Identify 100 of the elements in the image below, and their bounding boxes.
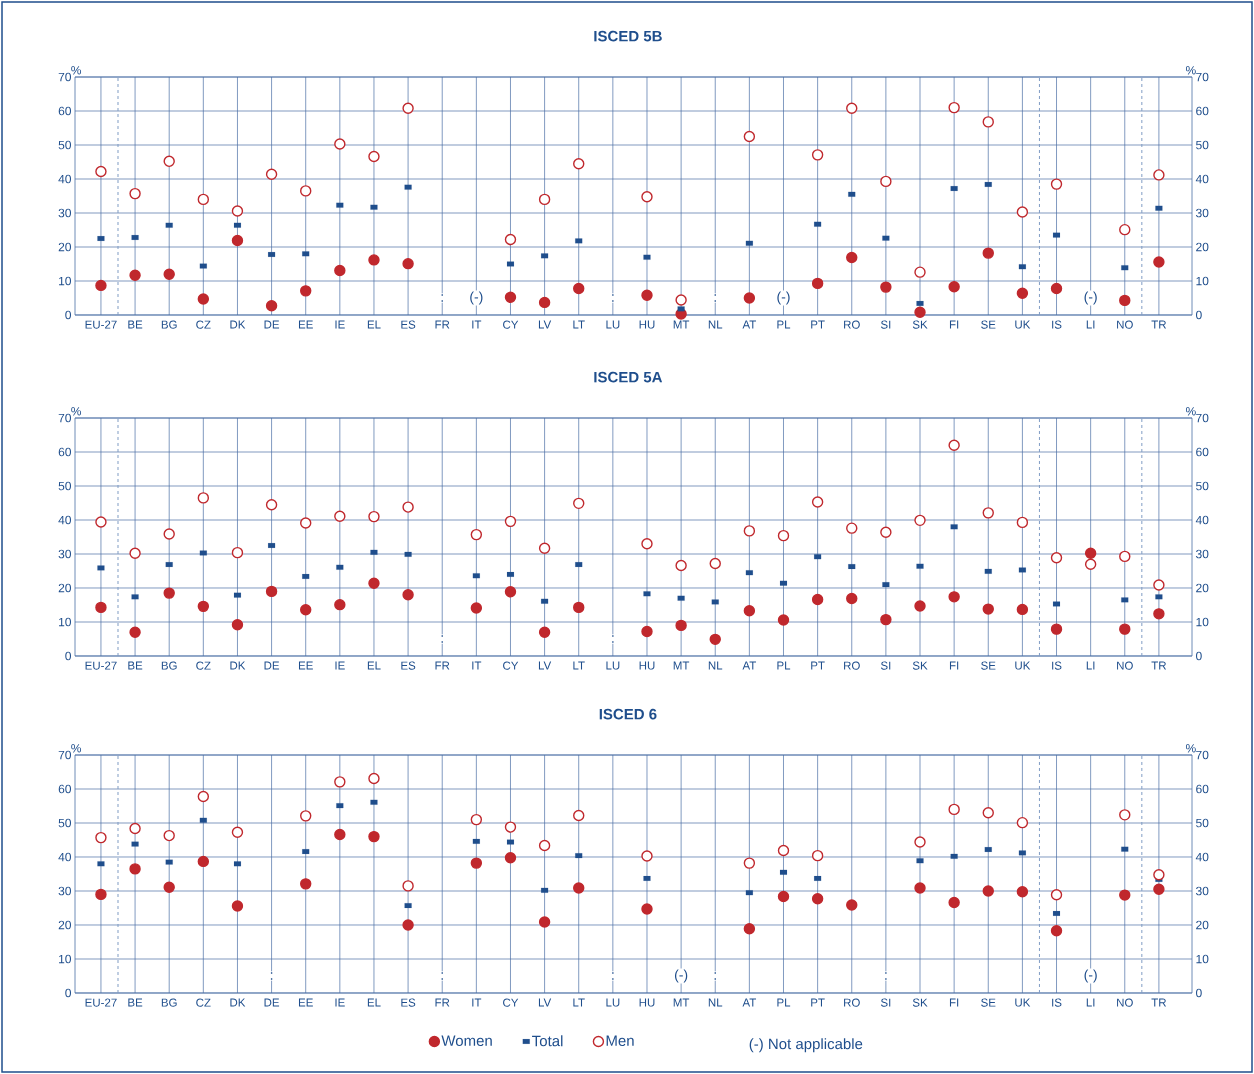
y-tick-label: 0 xyxy=(65,310,72,320)
y-tick-label: 30 xyxy=(58,886,72,896)
y2-tick-label: 70 xyxy=(1196,72,1209,82)
x-tick-label: IE xyxy=(335,998,345,1007)
y-axis-title: % xyxy=(71,66,82,75)
x-tick-label: IS xyxy=(1052,320,1062,329)
legend-label: Men xyxy=(606,1035,634,1047)
legend-label: Women xyxy=(441,1035,492,1047)
annotation: : xyxy=(714,972,716,980)
x-tick-label: LT xyxy=(573,661,585,670)
annotation: : xyxy=(441,635,443,643)
x-tick-label: SE xyxy=(981,320,996,329)
x-tick-label: CZ xyxy=(196,661,211,670)
y-tick-label: 40 xyxy=(58,852,72,862)
text: (-) Not applicable xyxy=(749,1038,863,1053)
annotation: : xyxy=(612,635,614,643)
x-tick-label: EU-27 xyxy=(85,320,117,329)
x-tick-label: IT xyxy=(472,661,482,670)
y2-axis-title: % xyxy=(1185,744,1196,753)
x-tick-label: SI xyxy=(880,320,891,329)
y-tick-label: 30 xyxy=(58,549,72,559)
annotation: (-) xyxy=(470,291,483,305)
x-tick-label: HU xyxy=(639,998,655,1007)
y-tick-label: 0 xyxy=(65,651,72,661)
y2-tick-label: 50 xyxy=(1196,140,1209,150)
y-tick-label: 50 xyxy=(58,481,72,491)
x-tick-label: EU-27 xyxy=(85,661,117,670)
x-tick-label: EU-27 xyxy=(85,998,117,1007)
annotation: (-) xyxy=(1084,291,1097,305)
y-tick-label: 40 xyxy=(58,174,72,184)
x-tick-label: AT xyxy=(742,320,757,329)
y-axis-title: % xyxy=(71,744,82,753)
x-tick-label: LT xyxy=(573,998,585,1007)
x-tick-label: SK xyxy=(912,998,928,1007)
x-tick-label: DK xyxy=(230,320,246,329)
y2-tick-label: 40 xyxy=(1195,852,1209,862)
x-tick-label: SE xyxy=(981,998,996,1007)
y-tick-label: 20 xyxy=(58,583,72,593)
x-tick-label: AT xyxy=(742,998,757,1007)
x-tick-label: IS xyxy=(1052,998,1062,1007)
x-tick-label: NO xyxy=(1117,320,1133,329)
x-tick-label: PL xyxy=(777,320,791,329)
x-tick-label: BE xyxy=(128,661,143,670)
x-tick-label: CY xyxy=(503,661,519,670)
x-tick-label: NO xyxy=(1117,998,1133,1007)
x-tick-label: DK xyxy=(230,661,246,670)
annotation: : xyxy=(612,972,614,980)
y-tick-label: 70 xyxy=(58,413,72,423)
x-tick-label: FI xyxy=(949,320,959,329)
chart-title: ISCED 5B xyxy=(594,30,662,42)
x-tick-label: TR xyxy=(1151,661,1167,670)
y-tick-label: 10 xyxy=(59,276,72,286)
annotation: : xyxy=(714,294,716,302)
x-tick-label: NO xyxy=(1117,661,1133,670)
x-tick-label: LI xyxy=(1086,998,1095,1007)
x-tick-label: EE xyxy=(298,661,313,670)
y2-tick-label: 30 xyxy=(1195,886,1209,896)
y2-tick-label: 10 xyxy=(1196,954,1209,964)
y2-tick-label: 0 xyxy=(1196,310,1202,320)
x-tick-label: EL xyxy=(367,320,381,329)
x-tick-label: RO xyxy=(844,320,860,329)
x-tick-label: CZ xyxy=(196,320,211,329)
y-tick-label: 0 xyxy=(65,988,72,998)
y-tick-label: 60 xyxy=(58,106,72,116)
x-tick-label: CZ xyxy=(196,998,211,1007)
x-tick-label: BG xyxy=(161,998,177,1007)
x-tick-label: PT xyxy=(811,998,825,1007)
y2-tick-label: 70 xyxy=(1196,750,1209,760)
x-tick-label: LU xyxy=(606,661,620,670)
x-tick-label: LI xyxy=(1086,320,1095,329)
x-tick-label: IE xyxy=(335,661,345,670)
annotation: (-) xyxy=(1084,969,1097,983)
x-tick-label: SI xyxy=(880,661,891,670)
x-tick-label: IS xyxy=(1052,661,1062,670)
x-tick-label: BG xyxy=(161,320,177,329)
x-tick-label: DE xyxy=(264,661,280,670)
y-tick-label: 60 xyxy=(58,447,72,457)
x-tick-label: PT xyxy=(811,320,825,329)
x-tick-label: EE xyxy=(298,320,313,329)
annotation: : xyxy=(885,972,887,980)
y-tick-label: 70 xyxy=(58,72,72,82)
y2-tick-label: 20 xyxy=(1196,920,1209,930)
y-tick-label: 50 xyxy=(58,140,72,150)
chart-title: ISCED 5A xyxy=(594,371,663,383)
chart-title: ISCED 6 xyxy=(599,708,657,720)
legend-label: Total xyxy=(532,1035,563,1047)
x-tick-label: DE xyxy=(264,998,280,1007)
annotation: (-) xyxy=(674,969,688,983)
y2-tick-label: 50 xyxy=(1196,818,1209,828)
x-tick-label: MT xyxy=(673,661,690,670)
x-tick-label: LV xyxy=(538,661,552,670)
x-tick-label: LV xyxy=(538,320,552,329)
x-tick-label: NL xyxy=(708,998,723,1007)
x-tick-label: FR xyxy=(435,661,450,670)
y2-tick-label: 0 xyxy=(1196,651,1202,661)
x-tick-label: DK xyxy=(230,998,246,1007)
y2-axis-title: % xyxy=(1185,407,1196,416)
x-tick-label: HU xyxy=(639,320,655,329)
y2-tick-label: 60 xyxy=(1196,106,1209,116)
y2-tick-label: 70 xyxy=(1196,413,1209,423)
